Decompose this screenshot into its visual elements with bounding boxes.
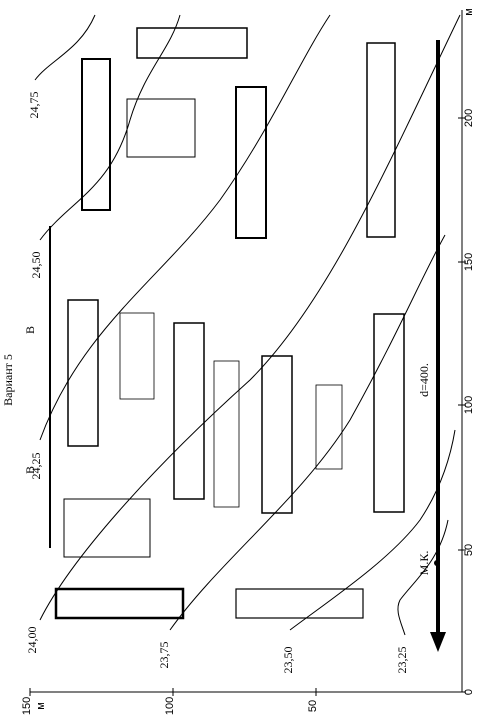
section-mark: B xyxy=(23,466,37,474)
building xyxy=(261,355,293,514)
building xyxy=(213,360,240,508)
building xyxy=(126,98,196,158)
well-label: М.К. xyxy=(417,551,431,576)
tick-label: 50 xyxy=(307,700,319,712)
building xyxy=(67,299,99,447)
tick-label: 100 xyxy=(463,396,475,414)
contour-line xyxy=(39,14,461,621)
variant-title: Вариант 5 xyxy=(1,354,15,406)
contours xyxy=(34,14,461,636)
contour-line xyxy=(34,14,96,81)
contour-line xyxy=(169,234,446,631)
contour-label: 23,50 xyxy=(281,647,295,674)
axis-right-ticks: 0 50 100 150 200 м xyxy=(458,8,475,695)
building xyxy=(63,498,151,558)
building xyxy=(119,312,155,400)
axis-unit: м xyxy=(463,8,475,16)
contour-label: 24,75 xyxy=(27,92,41,119)
flow-arrow xyxy=(430,632,446,652)
building xyxy=(81,58,111,211)
well xyxy=(434,560,440,566)
building xyxy=(136,27,248,59)
buildings xyxy=(54,27,405,620)
building xyxy=(366,42,396,238)
axis-unit: м xyxy=(35,702,47,710)
tick-label: 100 xyxy=(164,697,176,715)
contour-line xyxy=(39,14,331,441)
building xyxy=(173,322,205,500)
contour-line xyxy=(39,14,181,241)
axis-bottom-ticks: 150 100 50 м xyxy=(21,688,319,715)
building xyxy=(235,588,364,619)
contour-labels: 24,75 24,50 24,25 24,00 23,75 23,50 23,2… xyxy=(25,92,409,674)
contour-label: 24,25 xyxy=(29,453,43,480)
tick-label: 150 xyxy=(21,697,33,715)
building xyxy=(373,313,405,513)
tick-label: 50 xyxy=(463,544,475,556)
tick-label: 0 xyxy=(463,689,475,695)
building xyxy=(54,587,185,620)
contour-label: 23,25 xyxy=(395,647,409,674)
contour-label: 24,50 xyxy=(29,252,43,279)
building xyxy=(235,86,267,239)
contour-label: 24,00 xyxy=(25,627,39,654)
contour-label: 23,75 xyxy=(157,642,171,669)
pipe-diameter: d=400. xyxy=(417,363,431,397)
building xyxy=(315,384,343,470)
tick-label: 200 xyxy=(463,109,475,127)
tick-label: 150 xyxy=(463,253,475,271)
contour-line xyxy=(289,429,456,631)
section-mark: B xyxy=(23,326,37,334)
